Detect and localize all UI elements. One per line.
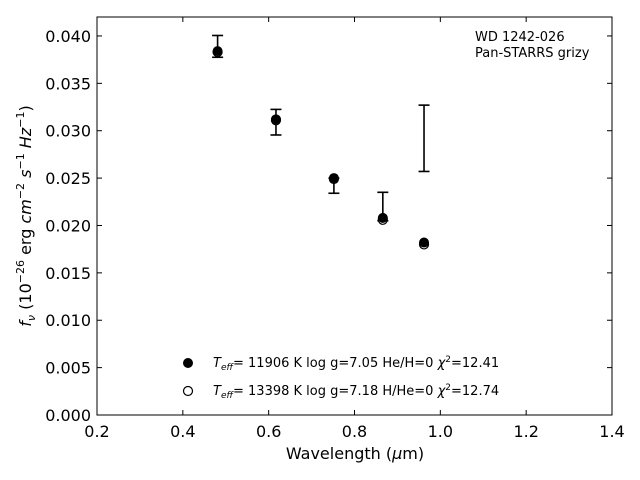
y-axis-ticks: 0.000 0.005 0.010 0.015 0.020 0.025 0.030 0.035… xyxy=(45,27,612,425)
x-tick-label: 0.6 xyxy=(256,422,281,441)
y-tick-label: 0.025 xyxy=(45,169,91,188)
point-filled xyxy=(328,173,339,184)
x-axis-label: Wavelength (μm) xyxy=(286,444,424,463)
x-tick-label: 1.4 xyxy=(599,422,624,441)
x-tick-label: 1.2 xyxy=(513,422,538,441)
y-tick-label: 0.020 xyxy=(45,216,91,235)
x-tick-label: 1.0 xyxy=(428,422,453,441)
annotation-object-name: WD 1242-026 xyxy=(475,30,565,45)
errorbar xyxy=(418,104,430,173)
point-filled xyxy=(270,114,281,125)
legend-label-series-2: Teff= 13398 K log g=7.18 H/He=0 χ2=12.74 xyxy=(213,383,499,401)
y-axis-label: fν (10−26 erg cm−2 s−1 Hz−1) xyxy=(14,105,38,326)
annotation-survey: Pan-STARRS grizy xyxy=(475,46,590,61)
y-tick-label: 0.000 xyxy=(45,406,91,425)
x-tick-label: 0.4 xyxy=(170,422,195,441)
y-tick-label: 0.035 xyxy=(45,74,91,93)
legend-label-series-1: Teff= 11906 K log g=7.05 He/H=0 χ2=12.41 xyxy=(213,355,499,373)
x-axis-ticks: 0.2 0.4 0.6 0.8 1.0 1.2 1.4 xyxy=(84,17,625,441)
model-points xyxy=(212,46,430,250)
x-tick-label: 0.8 xyxy=(342,422,367,441)
legend-marker-open xyxy=(182,385,194,397)
point-filled xyxy=(377,212,388,223)
y-tick-label: 0.005 xyxy=(45,359,91,378)
y-tick-label: 0.015 xyxy=(45,264,91,283)
y-tick-label: 0.010 xyxy=(45,311,91,330)
legend-marker-filled xyxy=(183,358,193,368)
point-filled xyxy=(419,237,430,248)
y-tick-label: 0.040 xyxy=(45,27,91,46)
y-tick-label: 0.030 xyxy=(45,122,91,141)
point-filled xyxy=(212,46,223,57)
observed-errorbars xyxy=(212,34,430,222)
x-tick-label: 0.2 xyxy=(84,422,109,441)
legend: Teff= 11906 K log g=7.05 He/H=0 χ2=12.41… xyxy=(182,355,499,401)
